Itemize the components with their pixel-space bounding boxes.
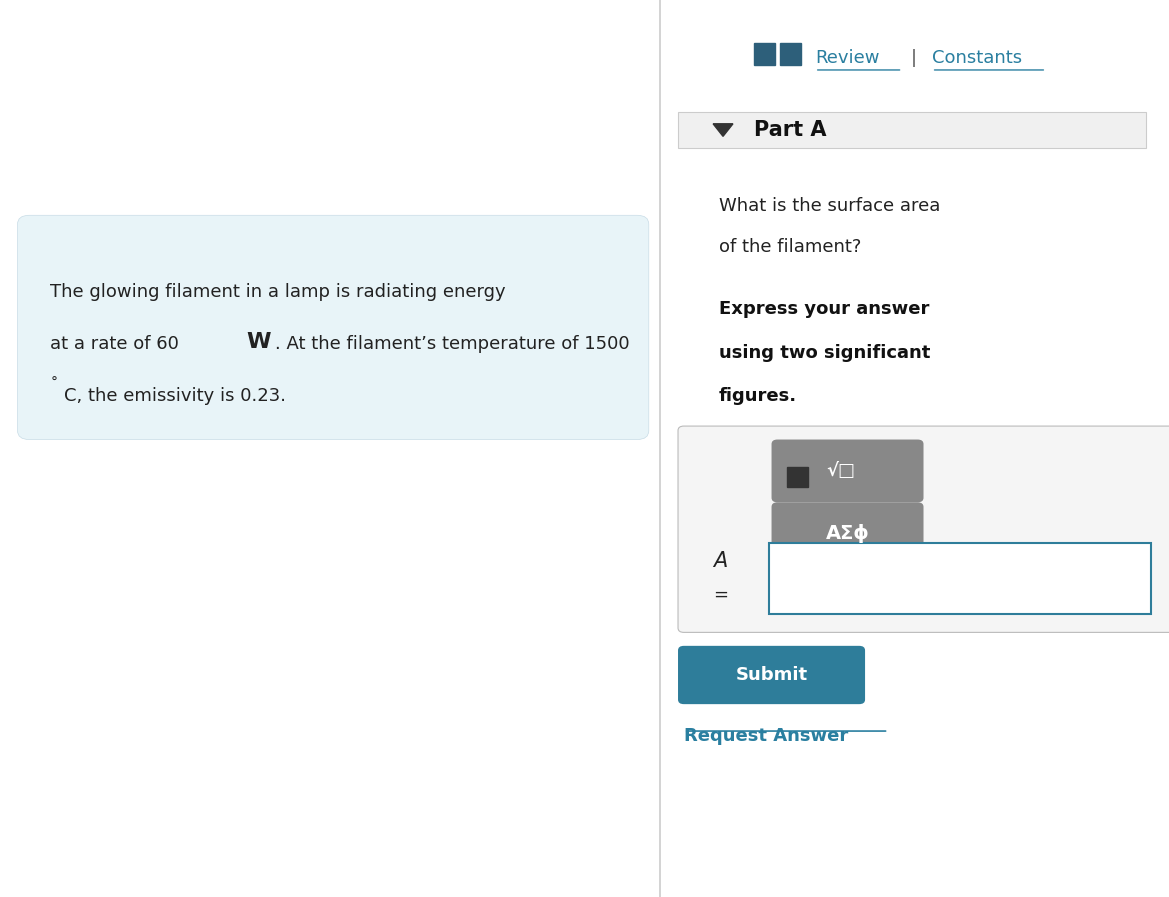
Text: using two significant: using two significant bbox=[719, 344, 931, 361]
Text: The glowing filament in a lamp is radiating energy: The glowing filament in a lamp is radiat… bbox=[50, 283, 506, 300]
Text: =: = bbox=[713, 586, 728, 604]
Text: Constants: Constants bbox=[932, 49, 1022, 67]
Text: C, the emissivity is 0.23.: C, the emissivity is 0.23. bbox=[64, 387, 286, 405]
Text: figures.: figures. bbox=[719, 387, 797, 405]
Text: A: A bbox=[713, 551, 727, 570]
FancyBboxPatch shape bbox=[769, 543, 1151, 614]
Text: √□: √□ bbox=[826, 462, 856, 480]
Bar bbox=[787, 467, 808, 487]
Text: Submit: Submit bbox=[735, 666, 808, 684]
Bar bbox=[780, 43, 801, 65]
Text: W: W bbox=[247, 332, 271, 352]
Text: Review: Review bbox=[815, 49, 879, 67]
FancyBboxPatch shape bbox=[772, 440, 924, 502]
FancyBboxPatch shape bbox=[678, 426, 1169, 632]
Text: Part A: Part A bbox=[754, 120, 826, 140]
Text: AΣϕ: AΣϕ bbox=[825, 524, 870, 544]
Text: Express your answer: Express your answer bbox=[719, 300, 929, 318]
Polygon shape bbox=[713, 124, 733, 136]
FancyBboxPatch shape bbox=[772, 502, 924, 565]
Text: of the filament?: of the filament? bbox=[719, 238, 862, 256]
Bar bbox=[754, 43, 775, 65]
Text: |: | bbox=[911, 49, 916, 67]
Text: . At the filament’s temperature of 1500: . At the filament’s temperature of 1500 bbox=[275, 335, 629, 353]
Text: What is the surface area: What is the surface area bbox=[719, 197, 940, 215]
Text: at a rate of 60: at a rate of 60 bbox=[50, 335, 185, 353]
Text: °: ° bbox=[50, 376, 57, 390]
Text: Request Answer: Request Answer bbox=[684, 727, 849, 745]
FancyBboxPatch shape bbox=[18, 215, 649, 440]
FancyBboxPatch shape bbox=[678, 646, 865, 704]
FancyBboxPatch shape bbox=[678, 112, 1146, 148]
